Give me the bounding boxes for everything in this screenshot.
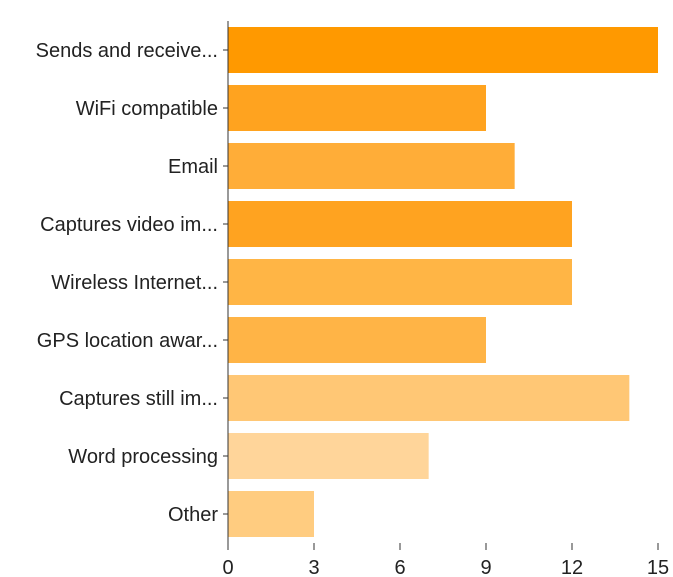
bar-0: [228, 27, 658, 73]
bar-7: [228, 433, 429, 479]
category-label-3: Captures video im...: [40, 214, 218, 236]
category-label-4: Wireless Internet...: [51, 272, 218, 294]
bar-8: [228, 491, 314, 537]
x-tick-label-3: 9: [480, 557, 491, 577]
x-axis-ticks: 0 3 6 9 12 15: [222, 543, 669, 577]
category-label-0: Sends and receive...: [36, 40, 218, 62]
x-tick-label-1: 3: [308, 557, 319, 577]
bar-1: [228, 85, 486, 131]
x-tick-label-0: 0: [222, 557, 233, 577]
bar-4: [228, 259, 572, 305]
bar-2: [228, 143, 515, 189]
x-tick-label-5: 15: [647, 557, 669, 577]
category-label-7: Word processing: [68, 446, 218, 468]
category-label-2: Email: [168, 156, 218, 178]
category-label-8: Other: [168, 504, 218, 526]
bars-group: [228, 27, 658, 537]
x-tick-label-4: 12: [561, 557, 583, 577]
bar-6: [228, 375, 630, 421]
bar-5: [228, 317, 486, 363]
category-labels: Sends and receive... WiFi compatible Email…: [36, 40, 228, 526]
x-tick-label-2: 6: [394, 557, 405, 577]
bar-3: [228, 201, 572, 247]
category-label-6: Captures still im...: [59, 388, 218, 410]
category-label-5: GPS location awar...: [37, 330, 218, 352]
category-label-1: WiFi compatible: [76, 98, 218, 120]
